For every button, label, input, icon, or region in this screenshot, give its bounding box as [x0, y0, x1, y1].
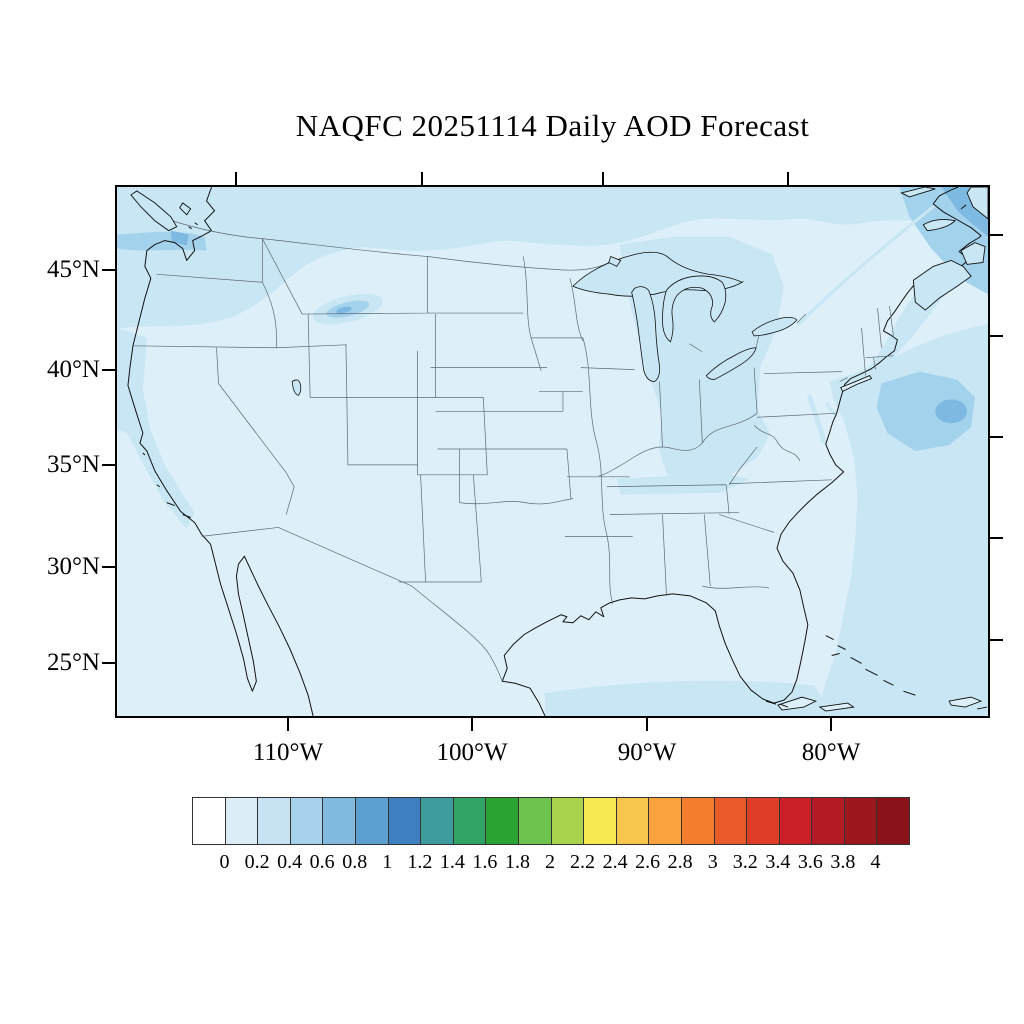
colorbar-cell-19 — [812, 798, 845, 844]
colorbar-tick-label-18: 3.6 — [797, 851, 823, 873]
lon-tick-bottom-0 — [287, 718, 289, 731]
lat-tick-right-1 — [990, 335, 1003, 337]
colorbar-cell-15 — [681, 798, 715, 844]
great-lakes — [291, 251, 798, 396]
colorbar-cell-12 — [584, 798, 617, 844]
colorbar-tick-label-15: 3 — [707, 851, 718, 873]
lon-tick-label-3: 80°W — [801, 739, 861, 766]
colorbar-tick-label-20: 4 — [870, 851, 881, 873]
colorbar-tick-label-0: 0 — [219, 851, 230, 873]
colorbar-cell-9 — [486, 798, 519, 844]
colorbar-cell-14 — [649, 798, 682, 844]
lat-tick-label-4: 25°N — [46, 649, 100, 676]
page-title: NAQFC 20251114 Daily AOD Forecast — [295, 108, 810, 143]
state-borders — [132, 238, 894, 604]
colorbar-labels: 0 0.2 0.4 0.6 0.8 1 1.2 1.4 1.6 1.8 2 2.2 2.4 2.6 2.8 3… — [192, 851, 908, 875]
lat-tick-right-3 — [990, 537, 1003, 539]
lon-tick-bottom-2 — [646, 718, 648, 731]
lon-tick-label-1: 100°W — [436, 739, 508, 766]
us-map-svg — [117, 187, 988, 716]
lat-tick-right-0 — [990, 234, 1003, 236]
lon-tick-top-1 — [421, 172, 423, 185]
colorbar-cell-11 — [551, 798, 585, 844]
colorbar-tick-label-1: 0.2 — [244, 851, 270, 873]
colorbar-cell-18 — [779, 798, 813, 844]
colorbar-tick-label-12: 2.4 — [602, 851, 628, 873]
colorbar-tick-label-2: 0.4 — [277, 851, 303, 873]
lat-tick-left-1 — [102, 369, 115, 371]
lon-tick-top-0 — [235, 172, 237, 185]
colorbar-tick-label-13: 2.6 — [635, 851, 661, 873]
colorbar-cell-0 — [193, 798, 226, 844]
colorbar-cell-17 — [747, 798, 780, 844]
colorbar-cell-8 — [453, 798, 487, 844]
colorbar-cell-21 — [877, 798, 910, 844]
lon-tick-top-2 — [602, 172, 604, 185]
colorbar-tick-label-11: 2.2 — [570, 851, 596, 873]
colorbar-tick-label-19: 3.8 — [830, 851, 856, 873]
lat-tick-right-4 — [990, 639, 1003, 641]
colorbar-cell-3 — [290, 798, 324, 844]
colorbar-cell-5 — [355, 798, 389, 844]
lat-tick-label-2: 35°N — [46, 451, 100, 478]
colorbar-tick-label-16: 3.2 — [732, 851, 758, 873]
lon-tick-label-2: 90°W — [617, 739, 677, 766]
colorbar-tick-label-3: 0.6 — [309, 851, 335, 873]
colorbar-cell-10 — [518, 798, 552, 844]
lat-tick-left-0 — [102, 269, 115, 271]
lat-tick-label-1: 40°N — [46, 356, 100, 383]
colorbar-cell-16 — [714, 798, 748, 844]
colorbar-tick-label-6: 1.2 — [407, 851, 433, 873]
colorbar-tick-label-9: 1.8 — [504, 851, 530, 873]
colorbar-cell-6 — [388, 798, 422, 844]
colorbar-tick-label-8: 1.6 — [472, 851, 498, 873]
islands — [130, 187, 988, 712]
colorbar-cell-13 — [616, 798, 650, 844]
lat-tick-left-2 — [102, 464, 115, 466]
colorbar-cell-1 — [225, 798, 259, 844]
lon-tick-bottom-3 — [830, 718, 832, 731]
lon-tick-label-0: 110°W — [252, 739, 324, 766]
lat-tick-left-3 — [102, 566, 115, 568]
colorbar-cell-4 — [323, 798, 356, 844]
colorbar-tick-label-10: 2 — [545, 851, 555, 873]
colorbar-cell-20 — [844, 798, 878, 844]
colorbar-tick-label-14: 2.8 — [667, 851, 693, 873]
colorbar-tick-label-17: 3.4 — [765, 851, 791, 873]
lon-tick-top-3 — [787, 172, 789, 185]
lon-tick-bottom-1 — [471, 718, 473, 731]
colorbar-tick-label-7: 1.4 — [439, 851, 465, 873]
lat-tick-label-3: 30°N — [46, 553, 100, 580]
colorbar-tick-label-5: 1 — [382, 851, 393, 873]
colorbar-cell-7 — [421, 798, 454, 844]
lat-tick-right-2 — [990, 436, 1003, 438]
colorbar-cell-2 — [258, 798, 291, 844]
map-panel — [115, 185, 990, 718]
lat-tick-label-0: 45°N — [46, 256, 100, 283]
colorbar — [192, 797, 910, 845]
lat-tick-left-4 — [102, 662, 115, 664]
colorbar-tick-label-4: 0.8 — [342, 851, 368, 873]
